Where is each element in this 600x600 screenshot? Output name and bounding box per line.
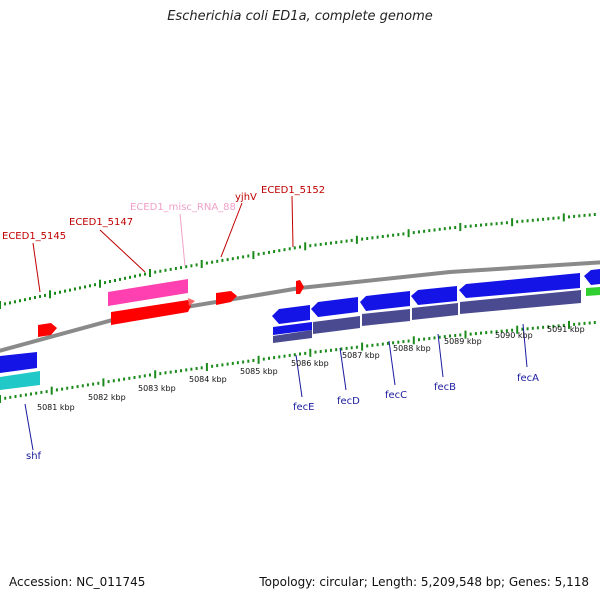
upper-tick-row — [0, 213, 596, 309]
label-eced1-5145: ECED1_5145 — [2, 231, 66, 242]
cds-feca[interactable] — [460, 290, 581, 314]
label-eced1-5147: ECED1_5147 — [69, 217, 133, 228]
pink-leader — [179, 213, 186, 267]
kbp-5085: 5085 kbp — [240, 367, 278, 376]
label-fece: fecE — [293, 402, 315, 413]
feature-yjhv-red[interactable] — [111, 300, 191, 325]
feature-pink-rna[interactable] — [108, 279, 188, 306]
cds-shf-cyan[interactable] — [0, 371, 40, 390]
bottom-leaders — [24, 323, 528, 451]
topology-summary: Topology: circular; Length: 5,209,548 bp… — [259, 575, 589, 589]
kbp-5088: 5088 kbp — [393, 344, 431, 353]
cds-fecb[interactable] — [412, 303, 458, 320]
label-fecc: fecC — [385, 390, 407, 401]
label-misc-rna-88: ECED1_misc_RNA_88 — [130, 202, 236, 213]
kbp-5086: 5086 kbp — [291, 359, 329, 368]
top-leaders — [32, 195, 294, 293]
reverse-genes — [0, 269, 600, 373]
feature-small-red-2[interactable] — [216, 291, 237, 305]
label-feca: fecA — [517, 373, 539, 384]
label-shf: shf — [26, 451, 42, 462]
gene-fecd-blue[interactable] — [311, 297, 358, 317]
label-fecd: fecD — [337, 396, 360, 407]
kbp-5084: 5084 kbp — [189, 375, 227, 384]
gene-feca-blue[interactable] — [459, 273, 580, 298]
cds-fecc[interactable] — [362, 309, 410, 326]
feature-small-red-3[interactable] — [296, 280, 304, 294]
gene-fece-small[interactable] — [273, 322, 312, 335]
label-yjhv: yjhV — [235, 192, 257, 203]
cds-fece[interactable] — [273, 330, 312, 343]
kbp-5090: 5090 kbp — [495, 331, 533, 340]
label-fecb: fecB — [434, 382, 456, 393]
feature-green[interactable] — [586, 287, 600, 296]
kbp-5081: 5081 kbp — [37, 403, 75, 412]
label-eced1-5152: ECED1_5152 — [261, 185, 325, 196]
kbp-5091: 5091 kbp — [547, 325, 585, 334]
gene-fecb-blue[interactable] — [411, 286, 457, 305]
feature-small-red-1[interactable] — [188, 298, 195, 306]
lower-tick-row — [0, 320, 596, 403]
accession-text: Accession: NC_011745 — [9, 575, 146, 589]
gene-fecc-blue[interactable] — [360, 291, 410, 311]
map-title: Escherichia coli ED1a, complete genome — [167, 9, 433, 24]
feature-small-red-4[interactable] — [38, 323, 57, 337]
cds-bars — [273, 290, 581, 343]
kbp-5083: 5083 kbp — [138, 384, 176, 393]
gene-fece-blue[interactable] — [272, 305, 310, 324]
forward-features — [38, 279, 600, 337]
cds-fecd[interactable] — [313, 316, 360, 334]
gene-shf-blue[interactable] — [0, 352, 37, 373]
gene-edge-right[interactable] — [584, 269, 600, 285]
kbp-5087: 5087 kbp — [342, 351, 380, 360]
kbp-5089: 5089 kbp — [444, 337, 482, 346]
kbp-5082: 5082 kbp — [88, 393, 126, 402]
